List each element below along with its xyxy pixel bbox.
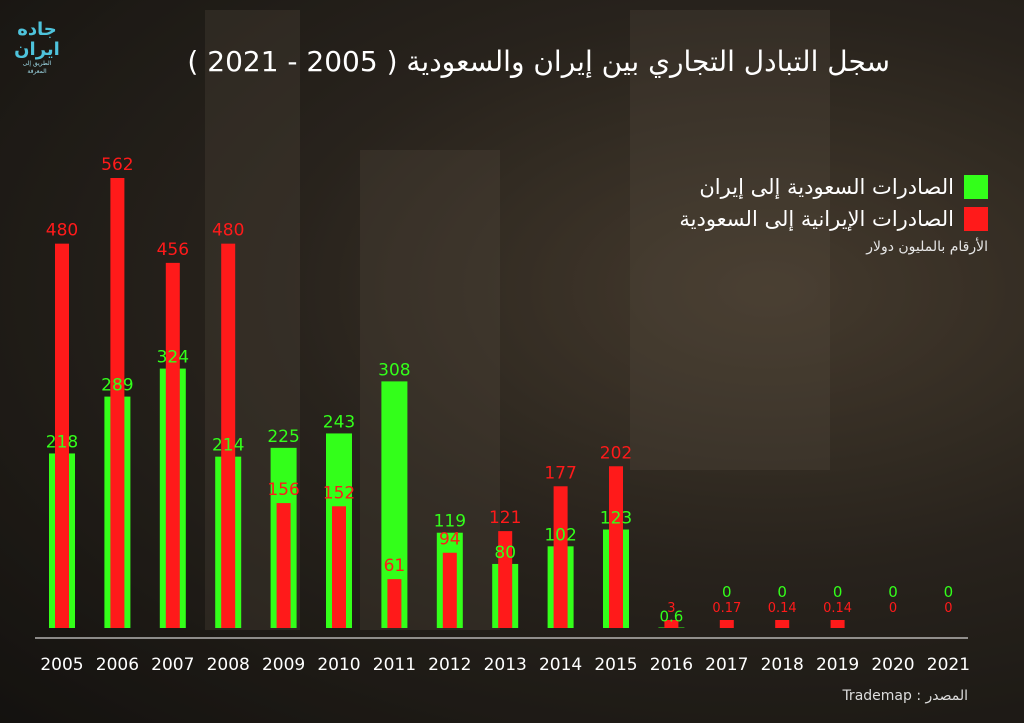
legend-label-saudi-exports: الصادرات السعودية إلى إيران xyxy=(699,175,954,199)
bar-iran-exports xyxy=(221,243,236,628)
label-iran-exports: 156 xyxy=(267,480,299,500)
x-tick-label: 2018 xyxy=(761,655,804,675)
legend: الصادرات السعودية إلى إيران الصادرات الإ… xyxy=(679,175,988,255)
label-saudi-exports: 214 xyxy=(212,436,244,456)
label-iran-exports: 121 xyxy=(489,508,521,528)
units-note: الأرقام بالمليون دولار xyxy=(866,239,988,255)
x-tick-label: 2011 xyxy=(373,655,416,675)
bar-iran-exports xyxy=(719,620,734,628)
legend-swatch-red xyxy=(964,207,988,231)
label-iran-exports: 562 xyxy=(101,155,133,175)
label-iran-exports: 202 xyxy=(600,443,632,463)
label-saudi-exports: 119 xyxy=(434,512,466,532)
x-tick-label: 2014 xyxy=(539,655,582,675)
brand-logo: جاده ایران الطريق إلى المعرفة xyxy=(14,20,60,76)
label-iran-exports: 0 xyxy=(944,601,952,616)
label-iran-exports: 456 xyxy=(157,240,189,260)
bar-iran-exports xyxy=(442,552,457,628)
label-iran-exports: 61 xyxy=(384,556,406,576)
bar-iran-exports xyxy=(165,262,180,628)
label-saudi-exports: 123 xyxy=(600,509,632,529)
label-saudi-exports: 225 xyxy=(267,427,299,447)
label-saudi-exports: 289 xyxy=(101,376,133,396)
x-tick-label: 2007 xyxy=(151,655,194,675)
bar-iran-exports xyxy=(775,620,790,628)
bar-iran-exports xyxy=(553,486,568,628)
x-tick-label: 2005 xyxy=(40,655,83,675)
legend-label-iran-exports: الصادرات الإيرانية إلى السعودية xyxy=(679,207,954,231)
label-saudi-exports: 102 xyxy=(544,525,576,545)
label-iran-exports: 0 xyxy=(889,601,897,616)
legend-item-iran-exports: الصادرات الإيرانية إلى السعودية xyxy=(679,207,988,231)
label-iran-exports: 152 xyxy=(323,483,355,503)
bar-iran-exports xyxy=(609,466,623,628)
x-tick-label: 2008 xyxy=(207,655,250,675)
label-iran-exports: 480 xyxy=(212,221,244,241)
label-iran-exports: 177 xyxy=(544,463,576,483)
x-tick-label: 2020 xyxy=(871,655,914,675)
legend-swatch-green xyxy=(964,175,988,199)
logo-tagline: الطريق إلى المعرفة xyxy=(22,60,52,75)
bar-iran-exports xyxy=(276,503,291,628)
bar-iran-exports xyxy=(498,531,513,628)
bar-iran-exports xyxy=(110,178,125,628)
bar-iran-exports xyxy=(830,620,845,628)
label-saudi-exports: 0.6 xyxy=(659,608,683,626)
x-tick-label: 2010 xyxy=(317,655,360,675)
x-tick-label: 2006 xyxy=(96,655,139,675)
bar-iran-exports xyxy=(664,620,679,628)
bar-iran-exports xyxy=(332,506,346,628)
label-saudi-exports: 0 xyxy=(722,583,732,601)
bar-iran-exports xyxy=(55,243,69,628)
legend-item-saudi-exports: الصادرات السعودية إلى إيران xyxy=(679,175,988,199)
chart-title: سجل التبادل التجاري بين إيران والسعودية … xyxy=(187,45,890,78)
label-iran-exports: 3 xyxy=(667,601,675,616)
x-tick-label: 2009 xyxy=(262,655,305,675)
label-iran-exports: 94 xyxy=(439,530,461,550)
logo-name: جاده ایران xyxy=(14,19,60,60)
x-tick-label: 2019 xyxy=(816,655,859,675)
label-saudi-exports: 80 xyxy=(494,543,516,563)
source-label: المصدر : Trademap xyxy=(842,688,968,704)
x-tick-label: 2012 xyxy=(428,655,471,675)
x-tick-label: 2016 xyxy=(650,655,693,675)
bar-iran-exports xyxy=(387,579,402,628)
label-saudi-exports: 0 xyxy=(777,583,787,601)
x-tick-label: 2017 xyxy=(705,655,748,675)
label-saudi-exports: 218 xyxy=(46,432,78,452)
label-iran-exports: 0.14 xyxy=(768,601,797,616)
label-saudi-exports: 0 xyxy=(833,583,843,601)
label-iran-exports: 0.17 xyxy=(712,601,741,616)
label-saudi-exports: 308 xyxy=(378,360,410,380)
label-saudi-exports: 0 xyxy=(944,583,954,601)
label-saudi-exports: 324 xyxy=(157,348,189,368)
label-saudi-exports: 0 xyxy=(888,583,898,601)
x-tick-label: 2013 xyxy=(484,655,527,675)
label-iran-exports: 0.14 xyxy=(823,601,852,616)
x-tick-label: 2015 xyxy=(594,655,637,675)
label-saudi-exports: 243 xyxy=(323,412,355,432)
x-tick-label: 2021 xyxy=(927,655,970,675)
label-iran-exports: 480 xyxy=(46,221,78,241)
